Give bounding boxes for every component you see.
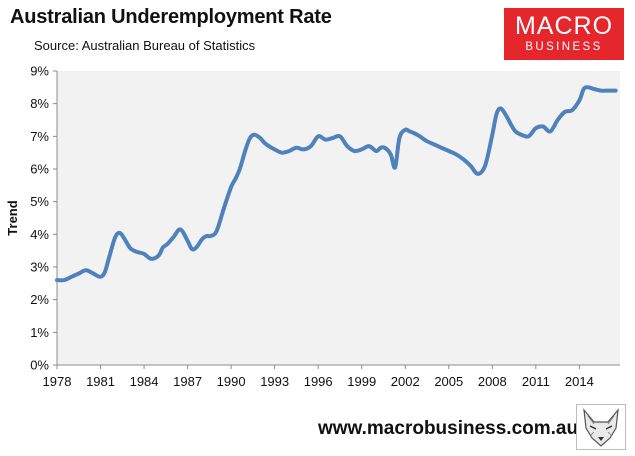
website-url: www.macrobusiness.com.au (318, 418, 579, 439)
chart-title: Australian Underemployment Rate (10, 6, 332, 28)
x-tick-label: 2014 (565, 374, 594, 389)
y-tick-label: 0% (30, 358, 49, 373)
series-group (55, 85, 618, 283)
fox-head-icon (576, 404, 626, 450)
y-tick-label: 3% (30, 260, 49, 275)
x-tick-label: 2002 (391, 374, 420, 389)
y-tick-label: 1% (30, 325, 49, 340)
y-axis-label: Trend (5, 200, 20, 235)
y-tick-label: 4% (30, 227, 49, 242)
x-tick-label: 2005 (434, 374, 463, 389)
y-tick-label: 6% (30, 162, 49, 177)
x-tick-label: 1978 (43, 374, 72, 389)
x-tick-label: 1999 (347, 374, 376, 389)
y-axis-ticks: 0% 1% 2% 3% 4% 5% 6% 7% 8% 9% (30, 64, 57, 373)
logo-word-macro: MACRO (514, 12, 614, 40)
y-tick-label: 2% (30, 292, 49, 307)
x-tick-label: 2011 (522, 374, 550, 389)
series-line (55, 85, 618, 283)
y-tick-label: 8% (30, 96, 49, 111)
macrobusiness-logo: MACRO BUSINESS (504, 8, 624, 60)
chart-subtitle: Source: Australian Bureau of Statistics (34, 38, 256, 53)
x-tick-label: 1984 (130, 374, 159, 389)
y-tick-label: 7% (30, 129, 49, 144)
x-tick-label: 1990 (217, 374, 246, 389)
plot-area-background (57, 71, 620, 365)
logo-word-business: BUSINESS (525, 41, 603, 53)
x-tick-label: 1993 (260, 374, 289, 389)
x-tick-label: 1987 (173, 374, 202, 389)
y-tick-label: 5% (30, 194, 49, 209)
x-axis-ticks: 1978 1981 1984 1987 1990 1993 1996 1999 2002 2005… (43, 365, 594, 389)
y-tick-label: 9% (30, 64, 49, 79)
x-tick-label: 1981 (86, 374, 115, 389)
x-tick-label: 2008 (478, 374, 507, 389)
x-tick-label: 1996 (304, 374, 333, 389)
